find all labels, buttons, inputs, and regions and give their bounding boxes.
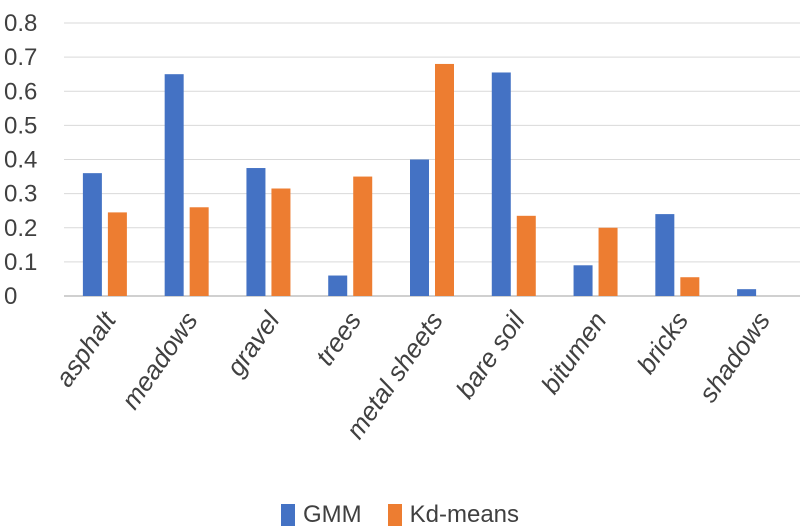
- bar: [107, 212, 127, 296]
- y-tick-label: 0.7: [4, 44, 37, 71]
- x-tick-label: bare soil: [450, 305, 532, 404]
- legend-item-gmm: GMM: [280, 501, 362, 529]
- x-tick-label: gravel: [220, 305, 286, 381]
- bar: [573, 265, 593, 296]
- y-tick-label: 0: [4, 283, 17, 310]
- y-tick-label: 0.3: [4, 181, 37, 208]
- y-tick-label: 0.4: [4, 147, 37, 174]
- y-tick-label: 0.8: [4, 10, 37, 37]
- legend-label-gmm: GMM: [302, 501, 362, 528]
- x-tick-label: bricks: [631, 306, 695, 379]
- x-tick-label: shadows: [693, 306, 776, 407]
- bar: [598, 227, 618, 296]
- legend-label-kd-means: Kd-means: [409, 501, 520, 528]
- bar: [271, 188, 291, 296]
- legend-swatch-kd-means: [387, 504, 402, 526]
- legend-swatch-gmm: [280, 504, 295, 526]
- legend: GMM Kd-means: [0, 500, 800, 530]
- x-tick-label: bitumen: [535, 306, 613, 399]
- legend-item-kd-means: Kd-means: [387, 501, 520, 529]
- bar: [491, 72, 511, 296]
- bar: [737, 289, 757, 296]
- bar: [516, 215, 536, 296]
- bar: [189, 207, 209, 296]
- bar: [353, 176, 373, 296]
- bar: [435, 63, 454, 297]
- y-tick-label: 0.1: [4, 249, 37, 276]
- bar: [164, 74, 184, 296]
- bar: [680, 277, 700, 296]
- y-tick-label: 0.5: [4, 112, 37, 139]
- bar: [328, 275, 348, 296]
- y-tick-label: 0.6: [4, 78, 37, 105]
- x-tick-label: trees: [309, 306, 367, 371]
- bar: [246, 168, 266, 296]
- bar: [82, 173, 102, 296]
- bar: [655, 214, 675, 296]
- y-tick-label: 0.2: [4, 215, 37, 242]
- x-tick-label: meadows: [115, 306, 203, 414]
- bar: [410, 159, 429, 296]
- x-tick-label: asphalt: [49, 305, 123, 392]
